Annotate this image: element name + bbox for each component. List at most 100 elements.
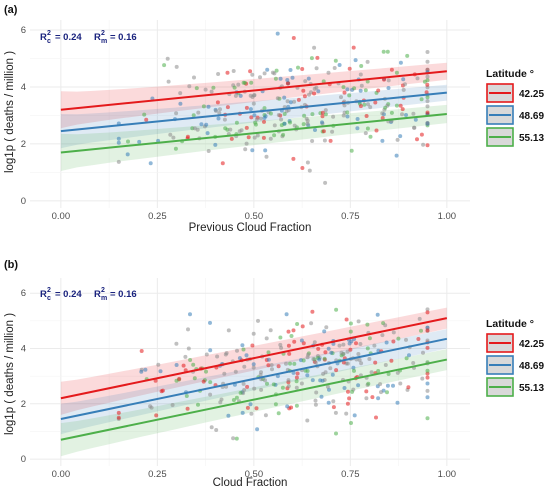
data-point	[395, 400, 400, 405]
data-point	[240, 410, 245, 415]
data-point	[386, 78, 391, 83]
data-point	[356, 383, 361, 388]
data-point	[305, 418, 310, 423]
data-point	[425, 310, 430, 315]
data-point	[400, 112, 404, 117]
data-point	[401, 77, 406, 82]
data-point	[301, 358, 306, 363]
data-point	[258, 75, 262, 80]
data-point	[358, 88, 363, 93]
data-point	[262, 71, 267, 76]
data-point	[278, 342, 283, 347]
data-point	[213, 142, 218, 147]
data-point	[252, 135, 257, 140]
data-point	[249, 115, 254, 120]
data-point	[199, 122, 204, 127]
data-point	[291, 328, 296, 333]
data-point	[143, 367, 148, 372]
data-point	[342, 103, 347, 108]
data-point	[174, 363, 179, 367]
data-point	[142, 112, 147, 117]
data-point	[305, 160, 310, 165]
y-tick-label: 0	[21, 196, 26, 207]
legend-label: 55.13	[519, 383, 544, 394]
data-point	[364, 114, 369, 118]
data-point	[419, 97, 424, 102]
data-point	[345, 110, 350, 115]
data-point	[272, 133, 277, 138]
data-point	[244, 105, 249, 110]
r2c-sub: c	[47, 295, 51, 302]
data-point	[286, 378, 291, 383]
svg-text:R: R	[94, 32, 101, 43]
data-point	[385, 383, 390, 388]
legend-title: Latitude °	[486, 318, 534, 330]
r2-annotation: R 2 c = 0.24 R 2 m = 0.16	[40, 287, 137, 302]
data-point	[366, 381, 371, 386]
data-point	[352, 368, 356, 373]
data-point	[310, 139, 315, 143]
data-point	[216, 116, 221, 121]
data-point	[292, 361, 297, 366]
data-point	[264, 154, 269, 159]
data-point	[301, 122, 306, 127]
data-point	[341, 342, 346, 347]
y-tick-label: 4	[21, 82, 26, 93]
data-point	[294, 385, 299, 390]
data-point	[285, 78, 290, 82]
data-point	[405, 53, 410, 58]
data-point	[419, 328, 423, 333]
r2-annotation: R 2 c = 0.24 R 2 m = 0.16	[40, 30, 137, 45]
data-point	[238, 93, 243, 98]
r2c-symbol: R	[40, 32, 47, 43]
data-point	[352, 413, 357, 418]
data-point	[251, 362, 256, 367]
regression-line	[60, 70, 447, 111]
data-point	[344, 411, 349, 416]
data-point	[250, 72, 255, 77]
data-point	[137, 139, 142, 144]
data-point	[268, 111, 273, 116]
data-point	[296, 97, 301, 102]
data-point	[270, 70, 275, 75]
data-point	[365, 322, 370, 327]
data-point	[376, 369, 381, 373]
data-point	[421, 350, 425, 355]
data-point	[154, 413, 159, 418]
data-point	[266, 357, 271, 362]
data-point	[261, 135, 266, 140]
data-point	[252, 386, 257, 391]
data-point	[300, 166, 305, 170]
data-point	[208, 320, 212, 325]
data-point	[320, 110, 325, 115]
data-point	[357, 358, 362, 362]
data-point	[126, 139, 130, 144]
data-point	[273, 402, 278, 407]
data-point	[235, 348, 239, 353]
r2c-sup: 2	[47, 287, 51, 294]
data-point	[214, 108, 218, 113]
data-point	[116, 136, 121, 141]
data-point	[196, 402, 200, 407]
data-point	[422, 79, 427, 84]
data-point	[174, 341, 179, 346]
data-point	[188, 358, 193, 362]
data-point	[222, 117, 227, 122]
data-point	[320, 378, 325, 383]
data-point	[425, 416, 430, 421]
tick-labels: 0.00 0.25 0.50 0.75 1.00 0 2 4 6	[21, 25, 456, 222]
data-point	[395, 137, 400, 142]
x-tick-label: 0.50	[245, 211, 264, 222]
data-point	[211, 85, 216, 90]
data-point	[341, 360, 346, 365]
data-point	[250, 343, 255, 348]
data-point	[321, 129, 326, 134]
data-point	[285, 81, 290, 86]
data-point	[364, 396, 369, 401]
data-point	[148, 404, 153, 409]
data-point	[191, 362, 196, 367]
data-point	[222, 371, 227, 376]
r2m-value: = 0.16	[110, 289, 137, 300]
legend: Latitude ° 42.25 48.69 55.13	[486, 318, 544, 397]
r2m-sup: 2	[101, 287, 105, 294]
